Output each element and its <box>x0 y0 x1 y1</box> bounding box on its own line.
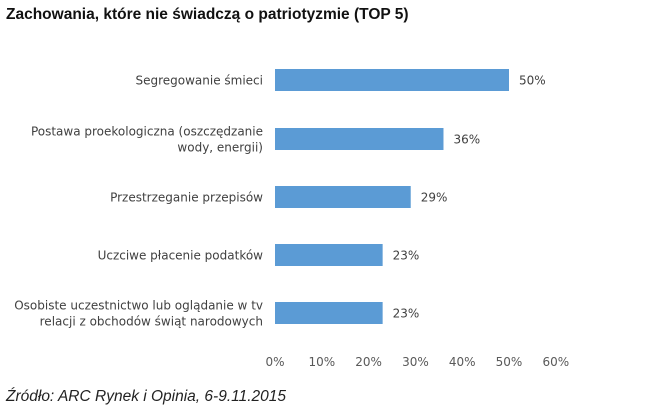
bar <box>275 128 444 150</box>
category-label-line: Segregowanie śmieci <box>135 74 263 88</box>
x-tick-label: 20% <box>355 355 382 369</box>
bars-layer <box>275 69 509 324</box>
x-tick-label: 50% <box>496 355 523 369</box>
source-note: Źródło: ARC Rynek i Opinia, 6-9.11.2015 <box>6 388 286 405</box>
bar <box>275 186 411 208</box>
data-label: 23% <box>393 307 420 321</box>
bar <box>275 244 383 266</box>
data-label: 29% <box>421 191 448 205</box>
x-tick-label: 30% <box>402 355 429 369</box>
category-label: Osobiste uczestnictwo lub oglądanie w tv… <box>14 299 263 329</box>
category-label-line: Osobiste uczestnictwo lub oglądanie w tv <box>14 299 263 313</box>
x-tick-label: 40% <box>449 355 476 369</box>
x-axis-tick-labels: 0% 10% 20% 30% 40% 50% 60% <box>265 355 569 369</box>
category-label-line: wody, energii) <box>177 141 263 155</box>
category-label: Segregowanie śmieci <box>135 74 263 88</box>
category-label: Uczciwe płacenie podatków <box>98 249 264 263</box>
category-label: Przestrzeganie przepisów <box>110 191 263 205</box>
data-label: 50% <box>519 74 546 88</box>
bar <box>275 69 509 91</box>
category-label: Postawa proekologiczna (oszczędzanie wody… <box>31 125 263 155</box>
x-tick-label: 0% <box>265 355 284 369</box>
category-label-line: relacji z obchodów świąt narodowych <box>40 315 263 329</box>
category-label-line: Uczciwe płacenie podatków <box>98 249 264 263</box>
category-label-line: Postawa proekologiczna (oszczędzanie <box>31 125 263 139</box>
chart-title: Zachowania, które nie świadczą o patriot… <box>6 6 409 23</box>
category-labels: Segregowanie śmieci Postawa proekologiczn… <box>14 74 263 329</box>
x-tick-label: 60% <box>542 355 569 369</box>
data-labels: 50% 36% 29% 23% 23% <box>393 74 546 321</box>
category-label-line: Przestrzeganie przepisów <box>110 191 263 205</box>
data-label: 23% <box>393 249 420 263</box>
bar <box>275 302 383 324</box>
data-label: 36% <box>453 133 480 147</box>
x-tick-label: 10% <box>308 355 335 369</box>
